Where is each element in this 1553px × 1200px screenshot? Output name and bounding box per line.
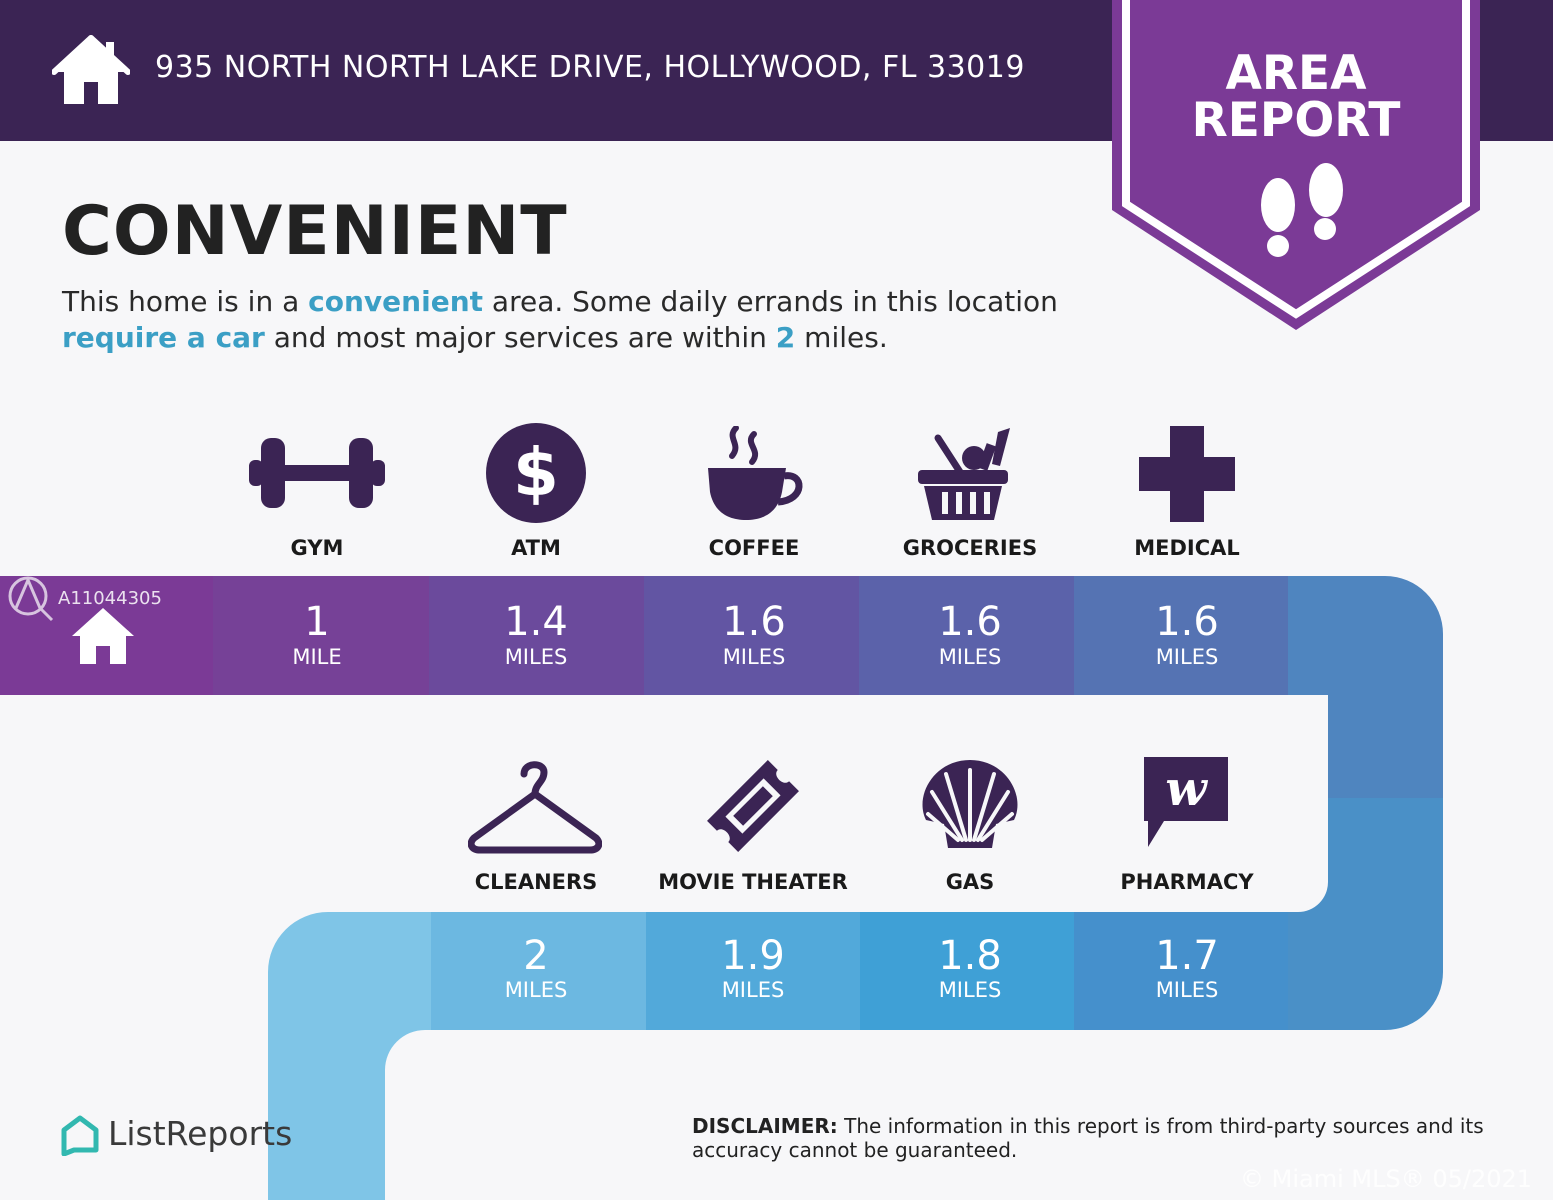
summary-part: miles. [795,321,888,354]
amenity-label-pharmacy: PHARMACY [1120,870,1254,894]
pharmacy-w-icon: w [1144,757,1228,847]
hanger-icon [468,761,602,854]
distance-unit-groceries: MILES [938,645,1002,669]
summary-text: This home is in a convenient area. Some … [62,284,1122,356]
mls-watermark-icon [8,576,54,622]
distance-value-atm: 1.4 [504,599,568,645]
dollar-icon: $ [486,423,586,523]
summary-part: and most major services are within [264,321,776,354]
amenity-label-medical: MEDICAL [1134,536,1240,560]
page-title: CONVENIENT [62,192,568,271]
distance-unit-pharmacy: MILES [1155,978,1219,1002]
ticket-icon [707,760,799,852]
dumbbell-icon [249,438,385,508]
house-icon [52,35,130,104]
summary-part: area. Some daily errands in this locatio… [483,285,1058,318]
amenity-label-gym: GYM [290,536,344,560]
distance-value-coffee: 1.6 [722,599,786,645]
amenity-label-movie-theater: MOVIE THEATER [658,870,848,894]
listreports-brand: ListReports [108,1114,293,1153]
amenity-label-cleaners: CLEANERS [474,870,598,894]
svg-text:$: $ [513,434,559,511]
amenity-label-groceries: GROCERIES [902,536,1038,560]
distance-unit-movie-theater: MILES [721,978,785,1002]
distance-value-cleaners: 2 [523,933,549,979]
distance-unit-cleaners: MILES [504,978,568,1002]
distance-unit-gas: MILES [938,978,1002,1002]
amenity-label-gas: GAS [945,870,995,894]
summary-highlight-convenient: convenient [308,285,484,318]
distance-value-pharmacy: 1.7 [1155,933,1219,979]
grocery-basket-icon [918,428,1010,520]
distance-unit-coffee: MILES [722,645,786,669]
coffee-cup-icon [708,426,803,520]
distance-unit-atm: MILES [504,645,568,669]
distance-value-movie-theater: 1.9 [721,933,785,979]
summary-highlight-distance: 2 [775,321,796,354]
distance-unit-gym: MILE [292,645,342,669]
shell-icon [922,760,1018,848]
summary-highlight-car: require a car [62,321,265,354]
area-report-badge [1112,0,1480,330]
badge-title-line1: AREA [1225,46,1367,101]
listreports-logo-icon [61,1115,99,1156]
disclaimer-text: The information in this report is from t… [692,1114,1484,1162]
distance-value-groceries: 1.6 [938,599,1002,645]
summary-part: This home is in a [62,285,309,318]
distance-value-gas: 1.8 [938,933,1002,979]
medical-cross-icon [1139,426,1235,522]
badge-title-line2: REPORT [1191,93,1401,148]
disclaimer-label: DISCLAIMER: [692,1114,838,1138]
home-start-icon [72,608,134,664]
distance-value-medical: 1.6 [1155,599,1219,645]
disclaimer: DISCLAIMER: The information in this repo… [692,1114,1512,1162]
mls-copyright-watermark: © Miami MLS® 05/2021 [1240,1165,1533,1193]
svg-text:w: w [1165,761,1208,817]
distance-unit-medical: MILES [1155,645,1219,669]
distance-value-gym: 1 [304,599,330,645]
footprints-icon [1261,163,1343,257]
amenity-label-coffee: COFFEE [708,536,800,560]
listing-id-watermark: A11044305 [58,588,162,609]
amenity-label-atm: ATM [511,536,561,560]
property-address: 935 NORTH NORTH LAKE DRIVE, HOLLYWOOD, F… [155,50,1025,85]
